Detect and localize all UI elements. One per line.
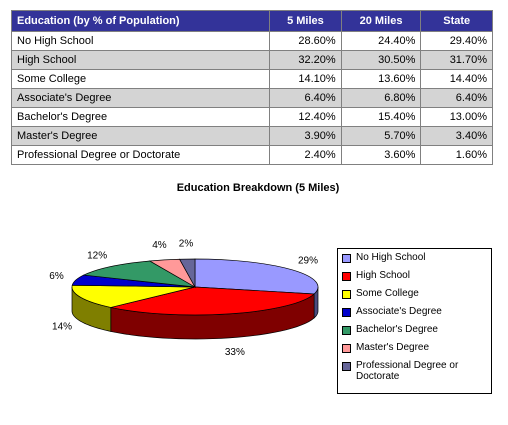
legend-label: Some College (356, 288, 419, 299)
legend-item: Professional Degree or Doctorate (342, 360, 487, 382)
table-cell: 3.40% (420, 126, 493, 146)
table-cell: 24.40% (340, 31, 422, 51)
legend-swatch (342, 362, 351, 371)
data-label: 12% (87, 250, 107, 261)
header-row: Education (by % of Population) 5 Miles 20 … (10, 10, 493, 32)
legend-label: High School (356, 270, 410, 281)
legend-swatch (342, 344, 351, 353)
legend-label: Master's Degree (356, 342, 430, 353)
data-label: 2% (179, 239, 194, 250)
legend-swatch (342, 254, 351, 263)
table-cell: 1.60% (420, 145, 493, 165)
legend-label: Associate's Degree (356, 306, 442, 317)
legend-swatch (342, 326, 351, 335)
pie-slice (194, 258, 319, 295)
legend-swatch (342, 272, 351, 281)
legend-label: No High School (356, 252, 426, 263)
table-cell: High School (10, 50, 271, 70)
table-cell: Bachelor's Degree (10, 107, 271, 127)
legend-item: Bachelor's Degree (342, 324, 487, 335)
table-cell: 13.00% (420, 107, 493, 127)
pie-slice (82, 260, 196, 288)
table-cell: 2.40% (269, 145, 342, 165)
education-table: Education (by % of Population) 5 Miles 20 … (10, 10, 493, 165)
legend-item: Master's Degree (342, 342, 487, 353)
legend-label: Professional Degree or Doctorate (356, 360, 459, 382)
pie-slice (178, 258, 196, 289)
header-cell: Education (by % of Population) (10, 10, 271, 32)
table-cell: 6.40% (269, 88, 342, 108)
legend-label: Bachelor's Degree (356, 324, 438, 335)
header-cell: 5 Miles (269, 10, 342, 32)
table-row: High School 32.20% 30.50% 31.70% (10, 50, 493, 70)
table-cell: 13.60% (340, 69, 422, 89)
pie-slice (110, 286, 316, 316)
table-cell: 3.60% (340, 145, 422, 165)
legend: No High School High School Some College Ass… (337, 248, 492, 394)
header-cell: 20 Miles (340, 10, 422, 32)
table-cell: 30.50% (340, 50, 422, 70)
legend-item: Associate's Degree (342, 306, 487, 317)
data-label: 4% (152, 240, 167, 251)
legend-item: No High School (342, 252, 487, 263)
legend-swatch (342, 308, 351, 317)
legend-item: Some College (342, 288, 487, 299)
data-label: 29% (298, 255, 318, 266)
pie-slice (71, 284, 196, 308)
legend-swatch (342, 290, 351, 299)
table-cell: 31.70% (420, 50, 493, 70)
data-label: 33% (225, 347, 245, 358)
data-label: 14% (52, 321, 72, 332)
table-cell: 12.40% (269, 107, 342, 127)
legend-item: High School (342, 270, 487, 281)
data-label: 6% (49, 271, 64, 282)
chart-title: Education Breakdown (5 Miles) (177, 182, 340, 194)
table-cell: 32.20% (269, 50, 342, 70)
table-cell: Professional Degree or Doctorate (10, 145, 271, 165)
table-row: Professional Degree or Doctorate 2.40% 3.6… (10, 145, 493, 165)
